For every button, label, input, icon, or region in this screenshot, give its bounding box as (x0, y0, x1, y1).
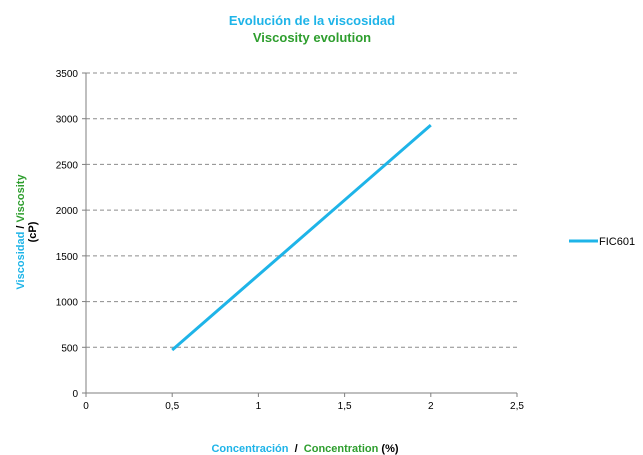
grid-lines (86, 72, 517, 348)
x-axis-label: Concentración / Concentration (%) (211, 443, 398, 455)
y-axis-label: Viscosidad / Viscosity (cP) (15, 174, 39, 290)
x-tick-label-2: 1 (256, 401, 262, 412)
x-tick-labels: 0 0,5 1 1,5 2 2,5 (83, 401, 524, 412)
series-line-fic601 (171, 123, 432, 352)
y-tick-label-0: 0 (72, 389, 78, 400)
x-tick-label-0: 0 (83, 401, 89, 412)
x-axis-label-spanish: Concentración (211, 443, 288, 455)
svg-text:Viscosidad / Viscosity: Viscosidad / Viscosity (15, 174, 27, 290)
y-tick-labels: 0 500 1000 1500 2000 2500 3000 3500 (56, 69, 79, 400)
x-tick-label-4: 2 (428, 401, 434, 412)
y-tick-label-3000: 3000 (56, 115, 79, 126)
series-layer (171, 123, 432, 352)
x-axis-label-english: Concentration (304, 443, 379, 455)
y-tick-label-1500: 1500 (56, 252, 79, 263)
y-tick-label-1000: 1000 (56, 298, 79, 309)
chart-title-english: Viscosity evolution (253, 30, 371, 45)
x-tick-label-5: 2,5 (510, 401, 524, 412)
legend-label-fic601: FIC601 (599, 236, 635, 248)
y-axis-label-english: Viscosity (15, 174, 27, 223)
x-axis-label-separator: / (289, 443, 304, 455)
y-axis-label-spanish: Viscosidad (15, 232, 27, 290)
x-tick-label-1: 0,5 (165, 401, 179, 412)
x-tick-label-3: 1,5 (338, 401, 352, 412)
y-tick-label-2000: 2000 (56, 206, 79, 217)
y-axis-unit: (cP) (27, 221, 39, 242)
y-axis-label-separator: / (15, 223, 27, 232)
axes (82, 72, 518, 397)
y-tick-label-500: 500 (61, 343, 78, 354)
legend: FIC601 (569, 236, 635, 248)
y-tick-label-3500: 3500 (56, 69, 79, 80)
chart-title-spanish: Evolución de la viscosidad (229, 13, 395, 28)
y-tick-label-2500: 2500 (56, 160, 79, 171)
x-axis-unit: (%) (378, 443, 399, 455)
